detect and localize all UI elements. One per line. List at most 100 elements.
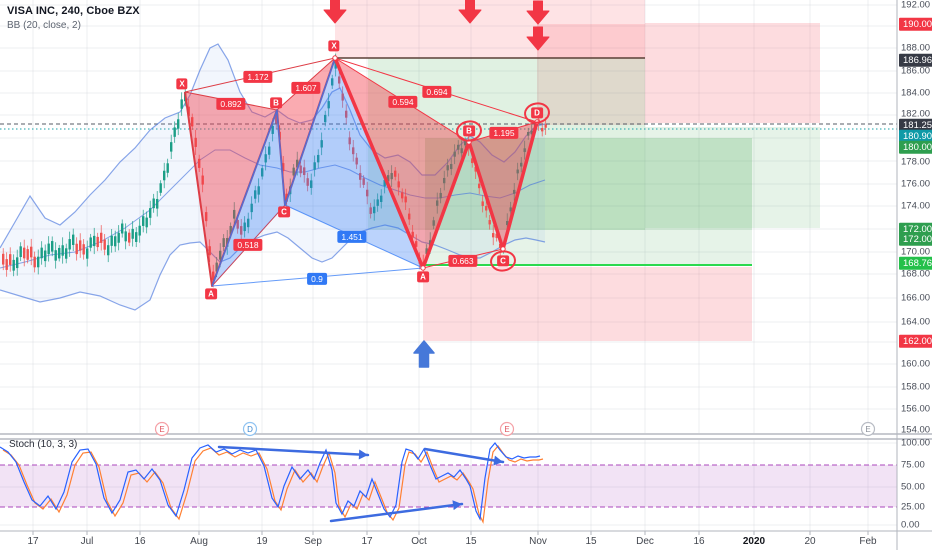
candle-body bbox=[257, 186, 260, 195]
candle-body bbox=[387, 175, 390, 182]
pattern-point-badge[interactable]: A bbox=[417, 271, 429, 283]
stoch-trend-arrowhead[interactable] bbox=[452, 500, 462, 511]
ratio-label-badge[interactable]: 0.663 bbox=[448, 254, 478, 268]
time-axis-label: 20 bbox=[804, 536, 816, 547]
stoch-trend-arrowhead[interactable] bbox=[358, 449, 368, 460]
ratio-label-badge[interactable]: 0.694 bbox=[422, 85, 452, 99]
blue-up-arrow[interactable] bbox=[413, 340, 435, 368]
pattern-point-badge[interactable]: B bbox=[463, 125, 475, 137]
candle-body bbox=[89, 237, 92, 248]
candle-body bbox=[436, 200, 439, 206]
candle-body bbox=[54, 250, 57, 261]
price-axis-label: 166.00 bbox=[901, 292, 931, 304]
candle-body bbox=[198, 158, 201, 168]
candle-body bbox=[215, 262, 218, 272]
price-axis-label: 186.00 bbox=[901, 65, 931, 77]
candle-body bbox=[138, 225, 141, 236]
candle-body bbox=[37, 256, 40, 268]
chart-legend: VISA INC, 240, Cboe BZX BB (20, close, 2… bbox=[7, 5, 140, 31]
event-marker-letter[interactable]: E bbox=[504, 425, 509, 434]
pattern-point-badge[interactable]: D bbox=[531, 107, 543, 119]
pattern-point-badge[interactable]: B bbox=[270, 97, 282, 109]
pattern-point-badge[interactable]: X bbox=[176, 78, 188, 90]
price-axis-label: 184.00 bbox=[901, 87, 931, 99]
indicator-stoch-label[interactable]: Stoch (10, 3, 3) bbox=[9, 439, 78, 450]
stoch-d-line bbox=[2, 445, 544, 525]
indicator-bb-label[interactable]: BB (20, close, 2) bbox=[7, 20, 81, 31]
candle-body bbox=[117, 232, 120, 243]
candle-body bbox=[236, 220, 239, 229]
candle-body bbox=[292, 167, 295, 176]
candle-body bbox=[264, 154, 267, 163]
stoch-trend-arrow[interactable] bbox=[217, 445, 370, 457]
red-down-arrow[interactable] bbox=[323, 0, 347, 24]
price-axis-label: 176.00 bbox=[901, 178, 931, 190]
stoch-axis-label: 0.00 bbox=[901, 519, 920, 531]
ratio-label-badge[interactable]: 1.172 bbox=[243, 70, 273, 84]
candle-body bbox=[492, 233, 495, 238]
candle-body bbox=[26, 249, 29, 260]
ratio-label-badge[interactable]: 0.892 bbox=[216, 97, 246, 111]
candle-body bbox=[205, 212, 208, 222]
event-marker-circle[interactable] bbox=[242, 421, 258, 437]
ratio-label-badge[interactable]: 0.518 bbox=[233, 238, 263, 252]
candle-body bbox=[40, 247, 43, 259]
candle-body bbox=[373, 206, 376, 214]
time-axis-label: Jul bbox=[80, 536, 94, 547]
pattern-point-badge[interactable]: C bbox=[278, 206, 290, 218]
price-axis-label: 160.00 bbox=[901, 358, 931, 370]
ratio-label-badge[interactable]: 1.607 bbox=[291, 81, 321, 95]
candle-body bbox=[450, 163, 453, 170]
candle-body bbox=[194, 137, 197, 147]
candle-body bbox=[499, 243, 502, 249]
hand-drawn-circle-annotation[interactable] bbox=[490, 250, 516, 272]
candle-body bbox=[474, 166, 477, 172]
time-axis-label: Nov bbox=[529, 536, 547, 547]
xabcd-right-red-fill-2 bbox=[469, 122, 537, 249]
ratio-label-badge[interactable]: 0.594 bbox=[388, 95, 418, 109]
candle-body bbox=[247, 218, 250, 228]
pattern-point-badge[interactable]: A bbox=[205, 288, 217, 300]
red-down-arrow[interactable] bbox=[526, 0, 550, 25]
candle-body bbox=[208, 246, 211, 256]
candle-body bbox=[261, 168, 264, 177]
stoch-trend-arrow[interactable] bbox=[423, 447, 505, 464]
ratio-label-badge[interactable]: 0.9 bbox=[307, 272, 327, 286]
event-marker-circle[interactable] bbox=[499, 421, 515, 437]
candle-body bbox=[471, 158, 474, 164]
candle-body bbox=[9, 254, 12, 265]
event-marker-circle[interactable] bbox=[154, 421, 170, 437]
stoch-trend-arrow[interactable] bbox=[329, 502, 464, 523]
ratio-label-badge[interactable]: 1.451 bbox=[337, 230, 367, 244]
candle-body bbox=[229, 225, 232, 235]
candle-body bbox=[96, 236, 99, 248]
xabcd-blue-fill-2 bbox=[285, 58, 423, 268]
stoch-trend-arrowhead[interactable] bbox=[493, 455, 503, 466]
candle-body bbox=[23, 247, 26, 259]
event-marker-circle[interactable] bbox=[860, 421, 876, 437]
event-marker-letter[interactable]: D bbox=[247, 425, 253, 434]
ratio-label-badge[interactable]: 1.195 bbox=[489, 126, 519, 140]
price-axis-badge-green: 180.00 bbox=[899, 140, 932, 154]
hand-drawn-circle-annotation[interactable] bbox=[524, 102, 550, 124]
event-marker-letter[interactable]: E bbox=[159, 425, 164, 434]
candle-body bbox=[275, 115, 278, 124]
symbol-title[interactable]: VISA INC, 240, Cboe BZX bbox=[7, 5, 140, 17]
hand-drawn-circle-annotation[interactable] bbox=[456, 120, 482, 142]
candle-body bbox=[443, 177, 446, 184]
candle-body bbox=[79, 240, 82, 251]
candle-body bbox=[156, 198, 159, 209]
candle-body bbox=[506, 221, 509, 226]
candle-body bbox=[240, 226, 243, 235]
candle-body bbox=[523, 148, 526, 153]
time-axis-label: 15 bbox=[585, 536, 597, 547]
stoch-axis-label: 50.00 bbox=[901, 481, 925, 493]
event-marker-letter[interactable]: E bbox=[865, 425, 870, 434]
pattern-point-badge[interactable]: X bbox=[328, 40, 340, 52]
xabcd-right-red-fill-1 bbox=[335, 58, 469, 268]
candle-body bbox=[478, 183, 481, 189]
red-down-arrow[interactable] bbox=[526, 26, 550, 51]
red-down-arrow[interactable] bbox=[458, 0, 482, 24]
pattern-point-badge[interactable]: C bbox=[497, 255, 509, 267]
